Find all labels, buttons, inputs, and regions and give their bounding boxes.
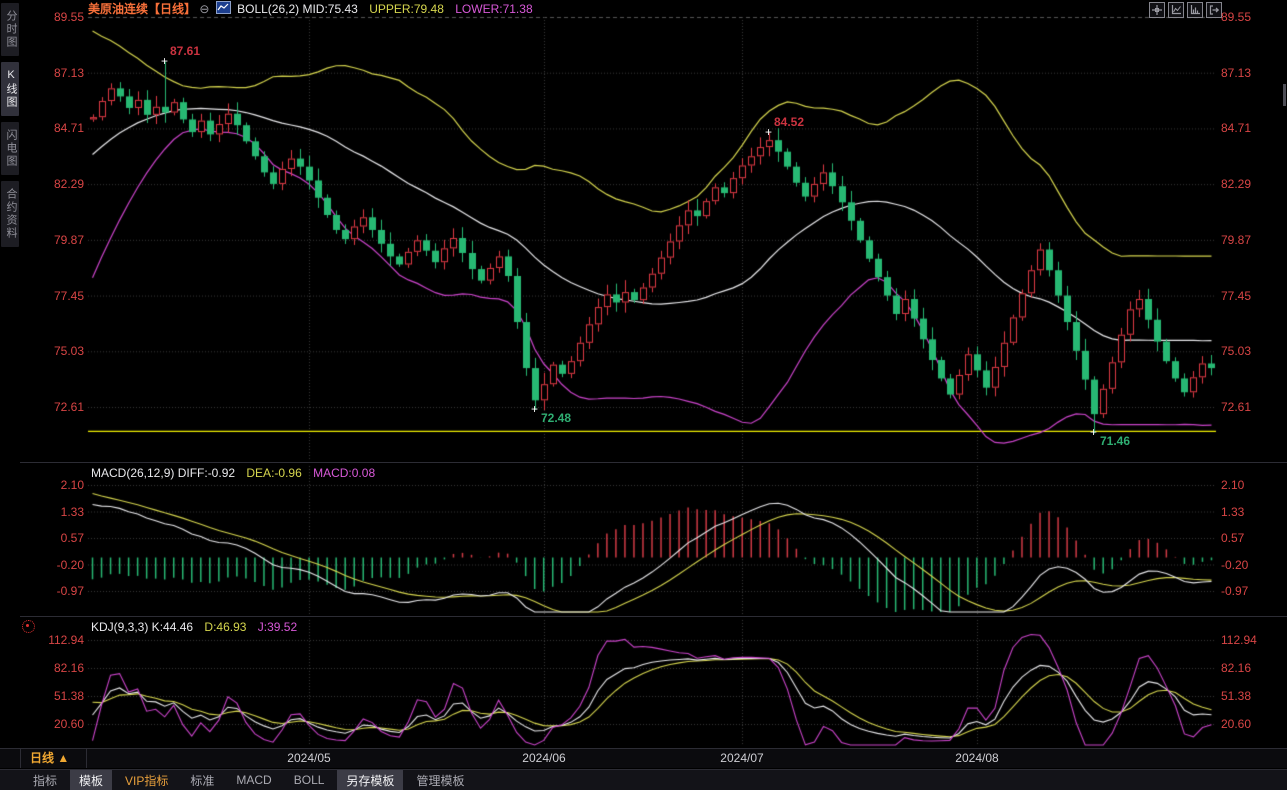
macd-value-readout: MACD:0.08 <box>313 466 376 480</box>
macd-kdj-separator <box>0 616 1287 617</box>
indicator-alert-icon[interactable] <box>22 620 35 633</box>
tab-templates[interactable]: 模板 <box>70 769 113 790</box>
macd-dea-readout: DEA:-0.96 <box>246 466 302 480</box>
kdj-datebar-separator <box>0 748 1287 749</box>
tab-standard[interactable]: 标准 <box>190 773 215 788</box>
axis-line-chart-icon[interactable] <box>1168 2 1184 18</box>
boll-lower-readout: LOWER:71.38 <box>455 2 533 16</box>
tab-manage-template[interactable]: 管理模板 <box>416 773 465 788</box>
boll-upper-readout: UPPER:79.48 <box>369 2 444 16</box>
sidebar-item-contract-info[interactable]: 合约资料 <box>1 181 19 247</box>
bottom-tabbar: 指标 模板 VIP指标 标准 MACD BOLL 另存模板 管理模板 <box>0 769 1287 790</box>
macd-header: MACD(26,12,9) DIFF:-0.92 DEA:-0.96 MACD:… <box>91 466 375 480</box>
kdj-header: KDJ(9,3,3) K:44.46 D:46.93 J:39.52 <box>91 620 297 634</box>
boll-mid-readout: BOLL(26,2) MID:75.43 <box>237 2 358 16</box>
sidebar-item-kline-chart[interactable]: K线图 <box>1 62 19 116</box>
tab-save-template[interactable]: 另存模板 <box>337 769 404 790</box>
axis-bar-chart-icon[interactable] <box>1187 2 1203 18</box>
symbol-title: 美原油连续【日线】 <box>88 2 197 16</box>
main-macd-separator <box>0 462 1287 463</box>
chart-toolbar <box>1149 2 1222 18</box>
sidebar-item-flash-chart[interactable]: 闪电图 <box>1 122 19 175</box>
tab-vip-indicators[interactable]: VIP指标 <box>125 773 169 788</box>
kdj-k-readout: KDJ(9,3,3) K:44.46 <box>91 620 194 634</box>
tab-boll[interactable]: BOLL <box>293 773 325 787</box>
sidebar-item-time-chart[interactable]: 分时图 <box>1 3 19 56</box>
tab-indicators[interactable]: 指标 <box>33 773 58 788</box>
tab-macd[interactable]: MACD <box>236 773 272 787</box>
left-sidebar: 分时图 K线图 闪电图 合约资料 <box>0 0 20 748</box>
kdj-j-readout: J:39.52 <box>257 620 298 634</box>
period-selector-button[interactable]: 日线 ▲ <box>30 751 70 765</box>
datebar-separator-left <box>20 749 21 768</box>
crosshair-icon[interactable] <box>1149 2 1165 18</box>
collapse-icon[interactable]: ⊖ <box>199 2 210 16</box>
exit-right-icon[interactable] <box>1206 2 1222 18</box>
mini-chart-icon <box>215 1 231 14</box>
chart-header: 美原油连续【日线】 ⊖ BOLL(26,2) MID:75.43 UPPER:7… <box>88 0 533 18</box>
date-axis-bar: 日线 ▲ <box>0 749 1287 768</box>
right-scrollbar-thumb[interactable] <box>1283 84 1286 106</box>
datebar-separator-period <box>86 749 87 768</box>
kdj-d-readout: D:46.93 <box>204 620 247 634</box>
macd-diff-readout: MACD(26,12,9) DIFF:-0.92 <box>91 466 236 480</box>
